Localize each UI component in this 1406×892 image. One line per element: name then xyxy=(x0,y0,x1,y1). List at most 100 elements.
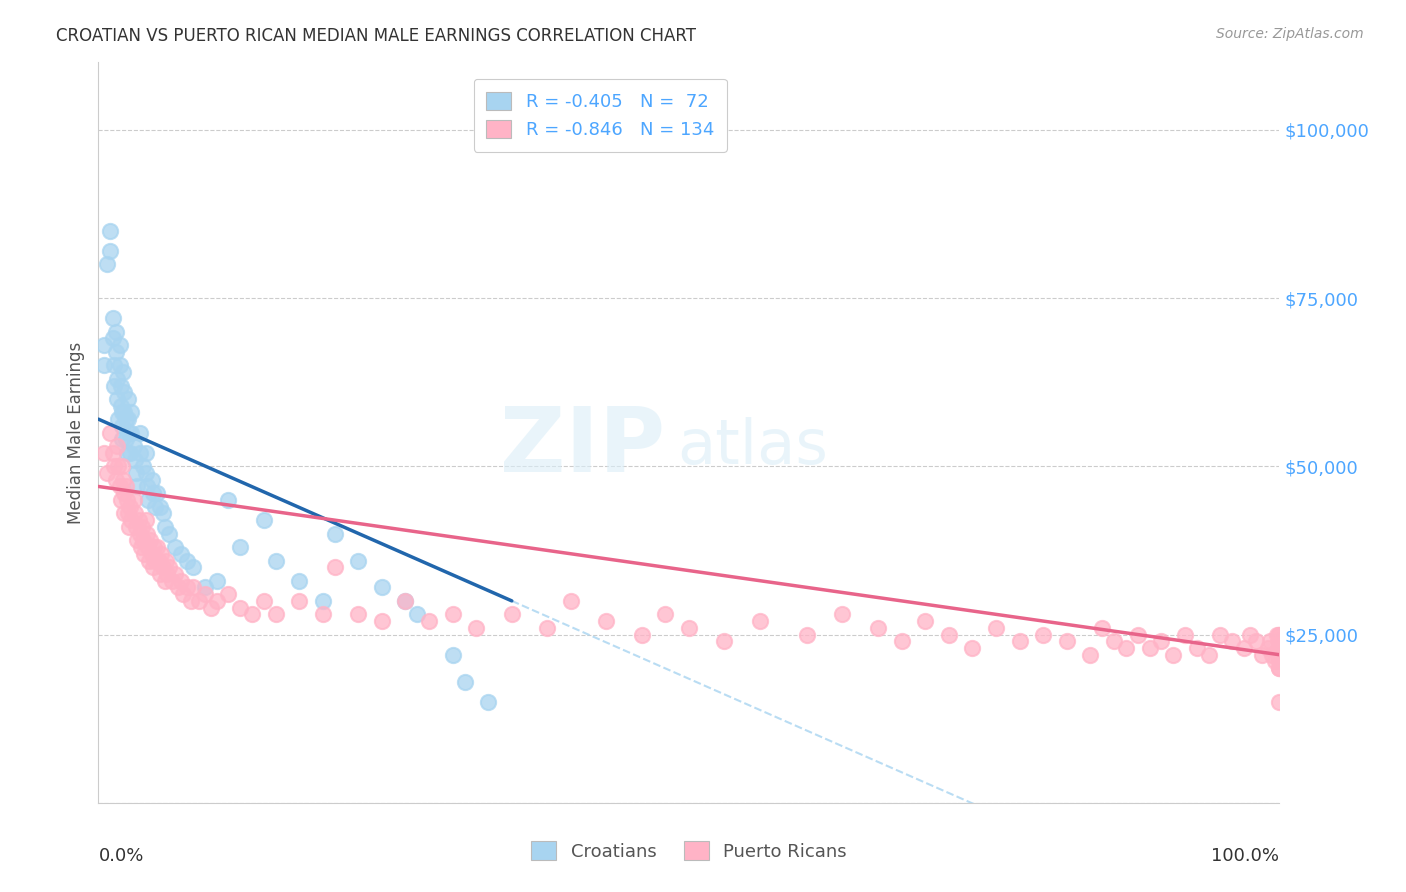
Point xyxy=(1008,634,1031,648)
Point xyxy=(1257,640,1279,655)
Point xyxy=(323,560,346,574)
Point xyxy=(134,547,156,561)
Point xyxy=(142,540,165,554)
Point xyxy=(1268,648,1291,662)
Point xyxy=(180,594,202,608)
Text: 0.0%: 0.0% xyxy=(98,847,143,865)
Point xyxy=(101,331,124,345)
Point xyxy=(98,224,121,238)
Point xyxy=(1115,640,1137,655)
Point xyxy=(96,466,118,480)
Point xyxy=(103,378,125,392)
Y-axis label: Median Male Earnings: Median Male Earnings xyxy=(66,342,84,524)
Point xyxy=(149,566,172,581)
Point xyxy=(142,560,165,574)
Point xyxy=(131,520,153,534)
Point xyxy=(93,338,115,352)
Point xyxy=(1250,648,1272,662)
Point xyxy=(155,553,177,567)
Point xyxy=(103,459,125,474)
Point xyxy=(288,594,311,608)
Point xyxy=(229,540,252,554)
Point xyxy=(1268,695,1291,709)
Point xyxy=(101,311,124,326)
Point xyxy=(796,627,818,641)
Point xyxy=(170,547,193,561)
Point xyxy=(165,566,187,581)
Point xyxy=(205,574,228,588)
Point xyxy=(394,594,416,608)
Point xyxy=(1268,655,1291,669)
Point xyxy=(1102,634,1125,648)
Point xyxy=(371,614,394,628)
Point xyxy=(117,507,139,521)
Point xyxy=(122,492,145,507)
Point xyxy=(142,486,165,500)
Point xyxy=(187,594,209,608)
Point xyxy=(132,459,155,474)
Point xyxy=(153,520,176,534)
Point xyxy=(217,492,239,507)
Point xyxy=(371,581,394,595)
Point xyxy=(112,365,135,379)
Point xyxy=(122,439,145,453)
Point xyxy=(127,479,149,493)
Point xyxy=(312,594,335,608)
Point xyxy=(141,547,163,561)
Point xyxy=(170,574,193,588)
Point xyxy=(105,344,128,359)
Point xyxy=(1174,627,1197,641)
Point xyxy=(253,513,276,527)
Point xyxy=(135,446,157,460)
Point xyxy=(1268,648,1291,662)
Text: ZIP: ZIP xyxy=(501,403,665,491)
Point xyxy=(477,695,499,709)
Point xyxy=(111,405,134,419)
Point xyxy=(465,621,488,635)
Point xyxy=(831,607,853,622)
Point xyxy=(124,507,146,521)
Point xyxy=(1268,634,1291,648)
Point xyxy=(157,560,180,574)
Point xyxy=(98,244,121,258)
Point xyxy=(1126,627,1149,641)
Point xyxy=(938,627,960,641)
Point xyxy=(678,621,700,635)
Point xyxy=(181,581,204,595)
Point xyxy=(112,486,135,500)
Text: 100.0%: 100.0% xyxy=(1212,847,1279,865)
Point xyxy=(1139,640,1161,655)
Point xyxy=(105,392,128,406)
Point xyxy=(121,405,143,419)
Point xyxy=(536,621,558,635)
Point xyxy=(93,359,115,373)
Point xyxy=(288,574,311,588)
Point xyxy=(1220,634,1243,648)
Point xyxy=(121,425,143,440)
Point xyxy=(713,634,735,648)
Point xyxy=(1268,627,1291,641)
Point xyxy=(152,507,174,521)
Point xyxy=(108,479,131,493)
Point xyxy=(1161,648,1184,662)
Point xyxy=(105,325,128,339)
Point xyxy=(1268,661,1291,675)
Point xyxy=(1150,634,1173,648)
Point xyxy=(264,607,287,622)
Point xyxy=(127,533,149,548)
Point xyxy=(654,607,676,622)
Point xyxy=(1264,655,1286,669)
Point xyxy=(194,581,217,595)
Point xyxy=(181,560,204,574)
Point xyxy=(418,614,440,628)
Point xyxy=(121,513,143,527)
Point xyxy=(128,526,150,541)
Point xyxy=(1080,648,1102,662)
Point xyxy=(93,446,115,460)
Point xyxy=(1185,640,1208,655)
Point xyxy=(1198,648,1220,662)
Point xyxy=(347,607,370,622)
Point xyxy=(1091,621,1114,635)
Point xyxy=(312,607,335,622)
Point xyxy=(240,607,263,622)
